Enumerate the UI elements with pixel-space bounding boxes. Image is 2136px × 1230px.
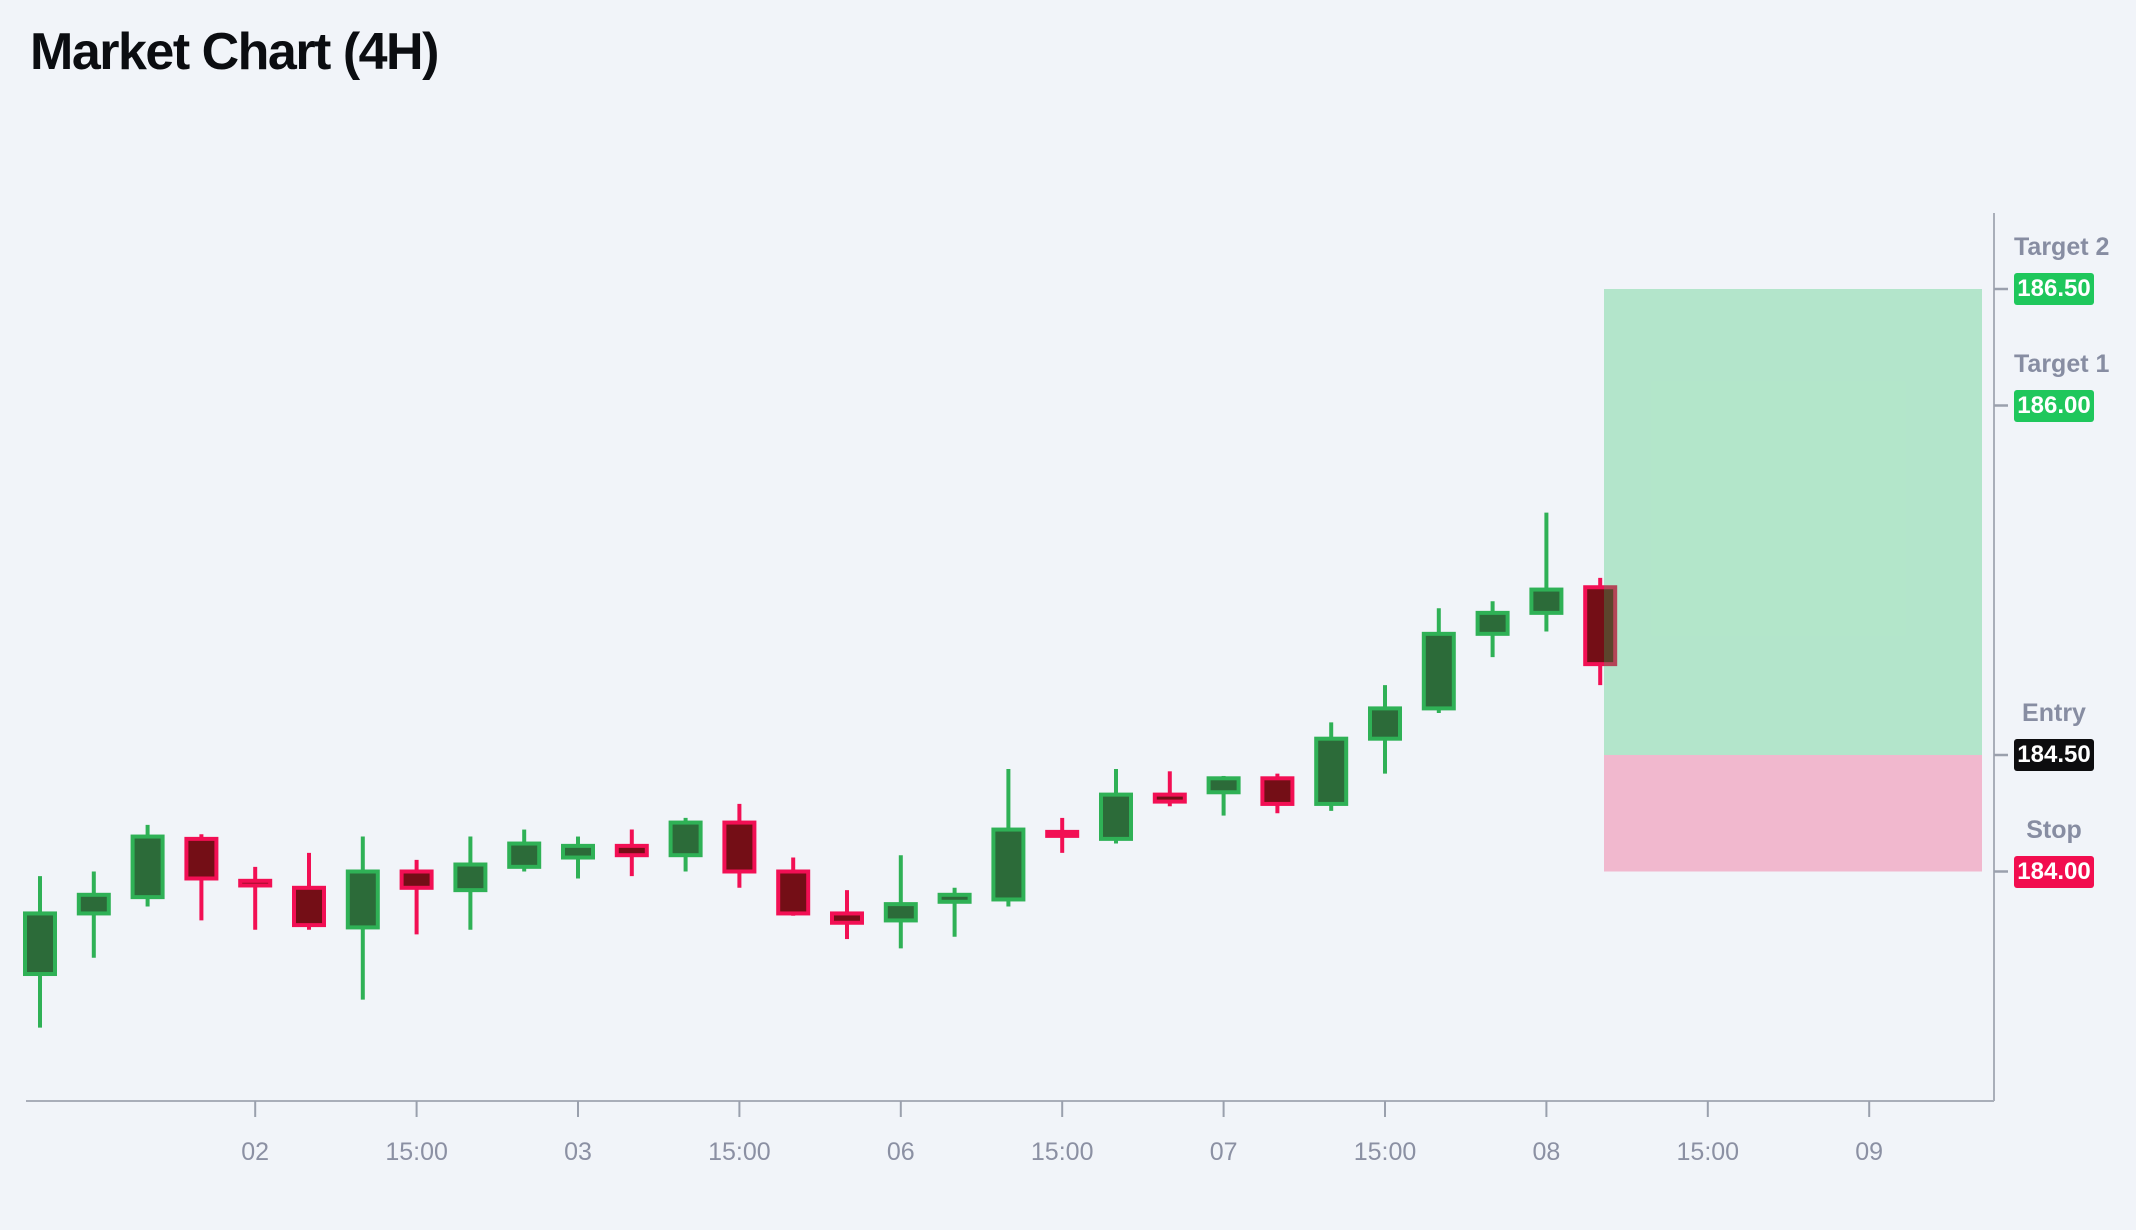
candle-body (1421, 631, 1456, 711)
candle-body (1583, 585, 1618, 667)
candle (1475, 601, 1510, 658)
candle (1152, 771, 1187, 807)
candle-body (1045, 829, 1080, 838)
candle-body (722, 820, 757, 874)
candle (292, 852, 326, 930)
candle-body (1475, 610, 1510, 636)
candle (614, 829, 649, 877)
candle (1583, 577, 1618, 686)
candle-body (292, 885, 326, 928)
candle-body (399, 869, 434, 890)
candle (238, 866, 273, 930)
candle (776, 857, 811, 916)
x-axis-tick-label: 07 (1210, 1138, 1238, 1166)
candle-body (507, 841, 542, 869)
x-axis-tick-label: 08 (1532, 1138, 1560, 1166)
candle-body (1152, 792, 1187, 804)
candle-body (1368, 706, 1402, 741)
candle (399, 859, 434, 935)
candle-body (238, 878, 273, 888)
candle-body (776, 869, 811, 916)
candle (561, 836, 595, 879)
candle-body (991, 827, 1026, 902)
candle (507, 829, 542, 872)
candle (883, 855, 918, 949)
candle (991, 768, 1026, 907)
x-axis-tick-label: 03 (564, 1138, 592, 1166)
loss-zone (1604, 755, 1982, 872)
x-axis-tick-label: 06 (887, 1138, 915, 1166)
candle (76, 871, 111, 958)
candle-body (883, 902, 918, 923)
candle (1529, 512, 1564, 632)
candle (184, 834, 219, 921)
candle-body (453, 862, 488, 893)
candle (130, 824, 165, 907)
candle-body (937, 892, 972, 904)
candle-body (1314, 736, 1349, 806)
candle (453, 836, 488, 930)
candle-body (23, 911, 57, 977)
candle (23, 876, 57, 1028)
candle-body (1260, 776, 1295, 806)
candle-body (130, 834, 165, 900)
x-axis-tick-label: 15:00 (385, 1138, 448, 1166)
candle-body (1529, 587, 1564, 615)
candle (937, 887, 972, 937)
profit-zone (1604, 289, 1982, 755)
x-axis-tick-label: 02 (241, 1138, 269, 1166)
candle (1206, 775, 1241, 816)
x-axis-tick-label: 15:00 (1677, 1138, 1740, 1166)
candle-body (1206, 776, 1241, 795)
candle (830, 890, 864, 940)
candle-body (561, 843, 595, 860)
x-axis-tick-label: 15:00 (708, 1138, 771, 1166)
candle (1368, 685, 1402, 774)
candle (1099, 768, 1133, 844)
candle-body (1099, 792, 1133, 841)
chart-title: Market Chart (4H) (30, 23, 439, 81)
candle-body (614, 843, 649, 858)
candle-body (184, 836, 219, 881)
candle-body (345, 869, 380, 930)
candle (1045, 817, 1080, 853)
x-axis-tick-label: 15:00 (1031, 1138, 1094, 1166)
candle-body (668, 820, 703, 858)
candle (1260, 773, 1295, 814)
candle (1421, 608, 1456, 714)
candle (722, 803, 757, 888)
x-axis-tick-label: 09 (1855, 1138, 1883, 1166)
x-axis-tick-label: 15:00 (1354, 1138, 1417, 1166)
candle (345, 836, 380, 1000)
candle (1314, 722, 1349, 811)
candle-body (76, 892, 111, 916)
candle (668, 817, 703, 872)
candle-body (830, 911, 864, 925)
